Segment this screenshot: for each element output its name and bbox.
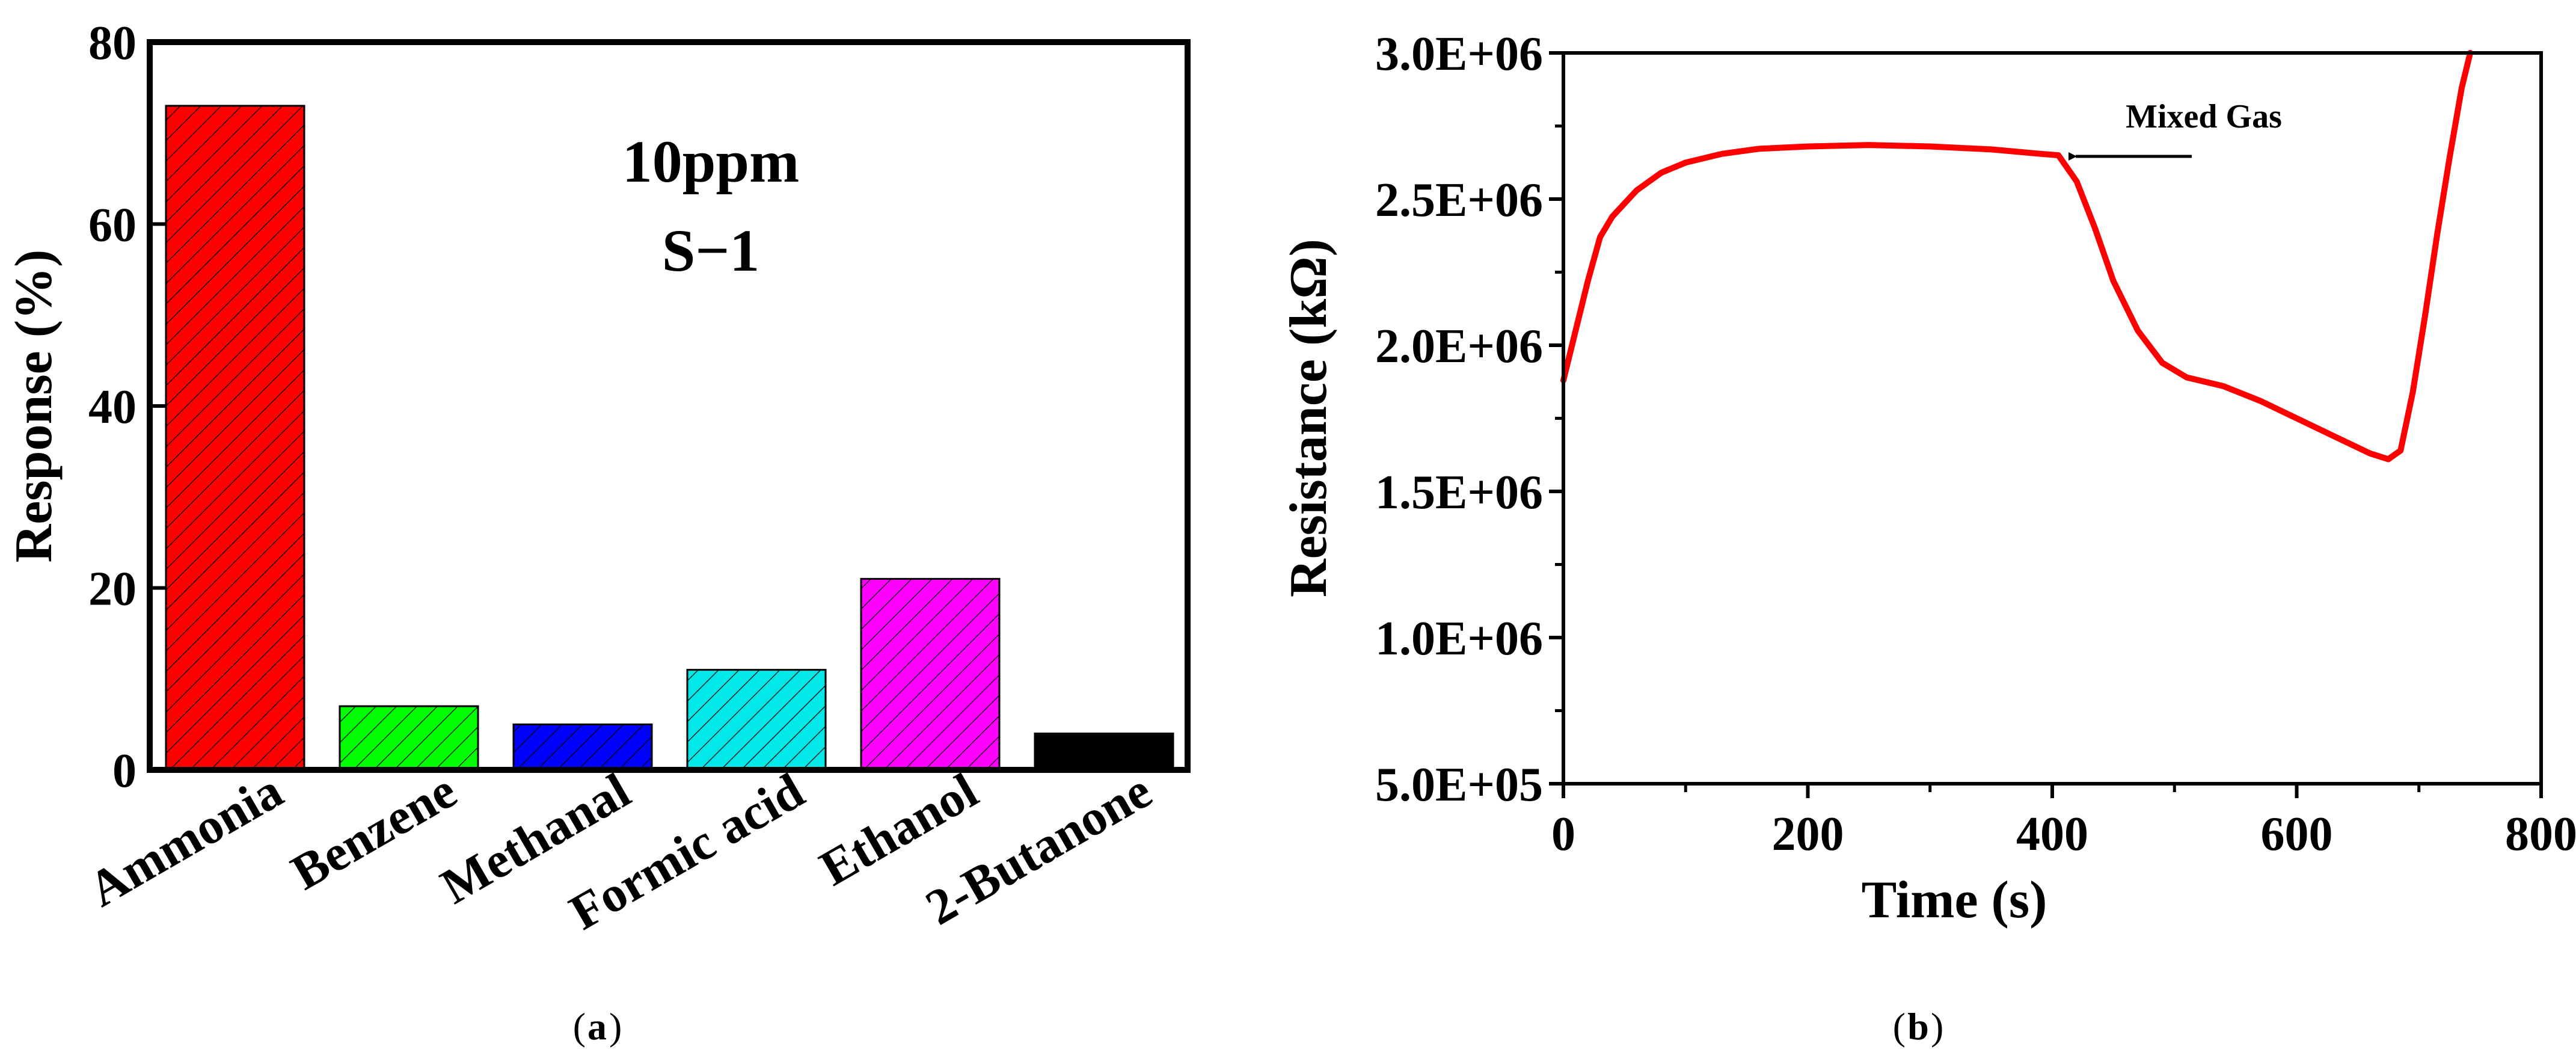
series-line-resistance [1560, 50, 2474, 463]
x-tick-label: 400 [2016, 808, 2088, 861]
y-axis-b: 5.0E+05 1.0E+06 1.5E+06 2.0E+06 2.5E+06 3.0E+… [1375, 28, 1563, 811]
y-tick-label: 0 [112, 745, 136, 798]
x-tick-label: 600 [2261, 808, 2333, 861]
bar-hatch [861, 579, 999, 770]
y-tick-label: 20 [88, 563, 136, 616]
y-tick-label: 60 [88, 199, 136, 252]
x-axis-label-b: Time (s) [1862, 871, 2047, 929]
y-tick-label: 5.0E+05 [1375, 758, 1543, 811]
annotation-concentration: 10ppm [622, 128, 800, 195]
bar-hatch [514, 724, 652, 770]
y-tick-label: 1.0E+06 [1375, 612, 1543, 665]
svg-text:): ) [609, 1005, 622, 1048]
y-tick-label: 1.5E+06 [1375, 466, 1543, 519]
x-axis-b: 0 200 400 600 800 [1551, 784, 2576, 861]
x-tick-label: 0 [1551, 808, 1575, 861]
annotation-sample: S−1 [662, 217, 760, 284]
y-tick-label: 3.0E+06 [1375, 28, 1543, 81]
svg-text:): ) [1931, 1005, 1943, 1048]
plot-frame-b [1562, 51, 2543, 786]
svg-text:(: ( [573, 1005, 586, 1048]
y-axis-label-a: Response (%) [5, 250, 63, 563]
y-axis-label-b: Resistance (kΩ) [1280, 239, 1338, 597]
caption-letter-b: b [1907, 1005, 1929, 1048]
bar-hatch [687, 669, 826, 770]
y-tick-label: 80 [88, 17, 136, 70]
caption-b: ( b ) [1893, 1005, 1944, 1048]
y-tick-label: 2.0E+06 [1375, 320, 1543, 373]
bar-hatch [340, 706, 478, 770]
x-tick-label: 800 [2505, 808, 2576, 861]
bar-hatch [166, 105, 304, 770]
caption-a: ( a ) [573, 1005, 622, 1048]
caption-letter-a: a [587, 1005, 607, 1048]
x-tick-label: Benzene [282, 763, 465, 901]
x-tick-label: Ammonia [79, 763, 292, 918]
x-tick-label: 200 [1772, 808, 1844, 861]
y-tick-label: 40 [88, 381, 136, 434]
bar-group [165, 105, 1174, 771]
panel-b-line-chart: 5.0E+05 1.0E+06 1.5E+06 2.0E+06 2.5E+06 3.0E+… [1280, 28, 2576, 929]
y-tick-label: 2.5E+06 [1375, 174, 1543, 227]
y-axis-a: 0 20 40 60 80 [88, 17, 167, 798]
bar-hatch [1035, 733, 1173, 770]
series-line-group [1560, 50, 2474, 463]
annotation-label: Mixed Gas [2126, 98, 2282, 135]
svg-text:(: ( [1893, 1005, 1906, 1048]
